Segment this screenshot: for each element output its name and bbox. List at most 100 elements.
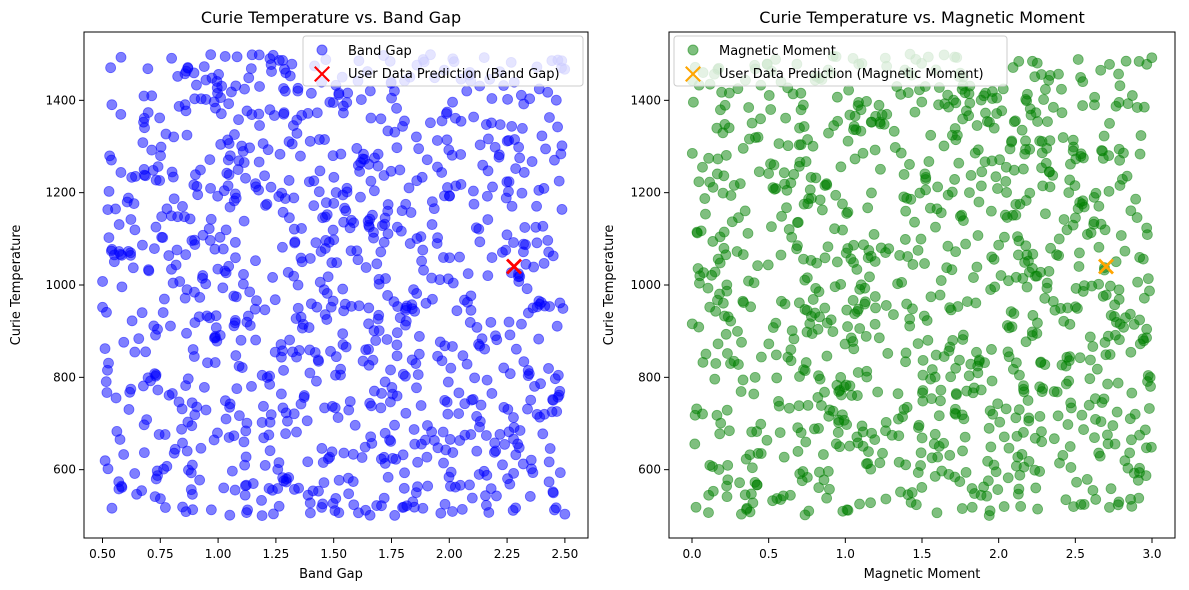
scatter-point — [797, 466, 809, 477]
scatter-point — [892, 278, 903, 290]
scatter-point — [766, 221, 777, 233]
scatter-point — [342, 472, 354, 484]
scatter-point — [762, 259, 774, 271]
scatter-point — [847, 294, 859, 306]
scatter-point — [1107, 420, 1119, 431]
scatter-point — [930, 221, 941, 233]
scatter-point — [1141, 442, 1152, 454]
scatter-point — [841, 208, 853, 219]
scatter-point — [513, 141, 525, 153]
scatter-point — [166, 166, 178, 178]
scatter-point — [471, 445, 483, 457]
scatter-point — [138, 447, 150, 459]
scatter-point — [1139, 424, 1151, 436]
scatter-point — [467, 185, 479, 197]
scatter-point — [782, 140, 794, 152]
scatter-point — [1096, 397, 1108, 408]
scatter-point — [292, 82, 304, 94]
scatter-point — [1125, 205, 1137, 217]
prediction-marker — [1098, 258, 1114, 275]
x-tick-label: 2.0 — [989, 547, 1008, 561]
scatter-point — [1047, 295, 1059, 307]
scatter-point — [697, 408, 708, 420]
scatter-point — [835, 389, 847, 401]
scatter-point — [303, 176, 315, 188]
scatter-point — [1053, 250, 1065, 262]
scatter-point — [1131, 212, 1143, 223]
scatter-point — [1134, 148, 1146, 160]
scatter-point — [258, 400, 269, 412]
scatter-point — [193, 311, 205, 323]
scatter-point — [972, 230, 984, 241]
scatter-point — [865, 497, 876, 509]
scatter-point — [527, 467, 539, 479]
scatter-point — [1109, 299, 1121, 311]
scatter-point — [920, 174, 931, 185]
scatter-point — [368, 185, 380, 197]
scatter-point — [412, 481, 423, 493]
scatter-point — [494, 119, 506, 130]
scatter-point — [188, 179, 200, 191]
scatter-point — [912, 467, 924, 478]
scatter-point — [254, 120, 265, 131]
scatter-point — [219, 395, 231, 407]
scatter-point — [949, 174, 961, 185]
scatter-point — [410, 358, 422, 369]
scatter-point — [332, 412, 344, 423]
scatter-point — [161, 460, 173, 472]
scatter-point — [105, 245, 117, 257]
scatter-point — [426, 219, 438, 230]
scatter-point — [431, 238, 443, 249]
scatter-point — [325, 345, 336, 357]
scatter-point — [748, 388, 760, 400]
scatter-point — [1010, 209, 1022, 221]
scatter-point — [543, 363, 554, 374]
scatter-point — [1011, 460, 1022, 472]
scatter-point — [556, 204, 568, 215]
y-axis-label: Curie Temperature — [9, 225, 24, 346]
scatter-point — [246, 380, 257, 392]
scatter-point — [714, 257, 726, 269]
scatter-point — [963, 88, 975, 100]
scatter-point — [360, 504, 372, 516]
scatter-point — [984, 405, 996, 417]
scatter-point — [204, 154, 216, 166]
scatter-point — [337, 328, 349, 340]
scatter-point — [919, 258, 930, 269]
scatter-point — [360, 262, 372, 273]
scatter-point — [439, 498, 451, 510]
scatter-point — [298, 390, 310, 401]
scatter-point — [99, 343, 111, 355]
scatter-point — [205, 182, 216, 194]
y-tick-label: 1000 — [45, 278, 76, 292]
scatter-point — [829, 223, 840, 235]
scatter-point — [533, 333, 545, 345]
scatter-point — [387, 452, 399, 464]
scatter-point — [454, 251, 465, 263]
scatter-point — [329, 505, 341, 517]
scatter-point — [277, 241, 288, 253]
scatter-point — [1132, 276, 1144, 288]
scatter-point — [370, 335, 382, 346]
scatter-point — [913, 422, 924, 434]
scatter-point — [1053, 233, 1065, 245]
scatter-point — [950, 408, 962, 420]
scatter-point — [1023, 415, 1035, 427]
scatter-point — [1022, 395, 1034, 406]
scatter-point — [462, 268, 474, 280]
scatter-point — [129, 224, 141, 236]
scatter-point — [861, 95, 872, 107]
scatter-point — [881, 108, 893, 120]
scatter-point — [110, 392, 122, 404]
scatter-point — [736, 508, 747, 520]
scatter-point — [873, 332, 885, 344]
scatter-point — [804, 184, 816, 196]
scatter-point — [983, 510, 995, 521]
scatter-point — [909, 106, 921, 118]
scatter-point — [290, 313, 302, 324]
scatter-point — [440, 108, 452, 119]
scatter-point — [243, 72, 255, 84]
scatter-point — [933, 410, 945, 422]
scatter-point — [197, 229, 209, 241]
scatter-point — [230, 291, 242, 303]
